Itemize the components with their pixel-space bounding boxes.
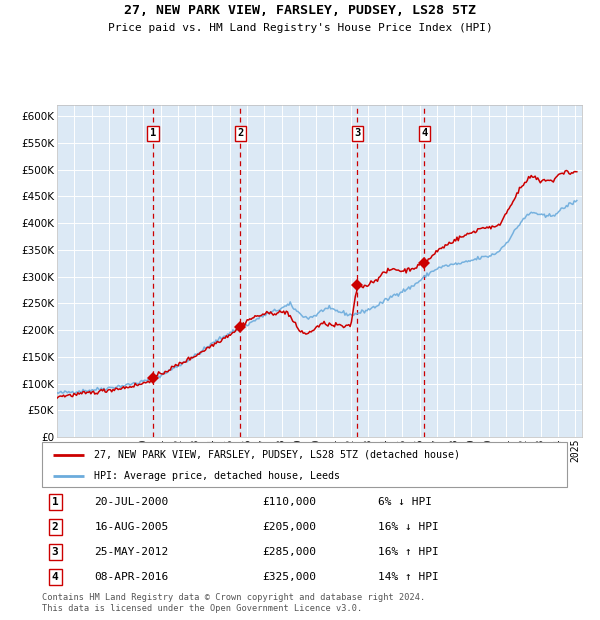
Text: 2: 2 (52, 522, 59, 532)
Text: HPI: Average price, detached house, Leeds: HPI: Average price, detached house, Leed… (95, 471, 341, 480)
Text: 27, NEW PARK VIEW, FARSLEY, PUDSEY, LS28 5TZ: 27, NEW PARK VIEW, FARSLEY, PUDSEY, LS28… (124, 4, 476, 17)
Text: 16% ↓ HPI: 16% ↓ HPI (378, 522, 439, 532)
Text: £285,000: £285,000 (263, 547, 317, 557)
Text: 3: 3 (52, 547, 59, 557)
Text: £110,000: £110,000 (263, 497, 317, 507)
Text: 2: 2 (237, 128, 244, 138)
Text: 4: 4 (52, 572, 59, 582)
Text: 6% ↓ HPI: 6% ↓ HPI (378, 497, 432, 507)
FancyBboxPatch shape (42, 442, 567, 487)
Text: 1: 1 (52, 497, 59, 507)
Text: Contains HM Land Registry data © Crown copyright and database right 2024.
This d: Contains HM Land Registry data © Crown c… (42, 593, 425, 613)
Text: Price paid vs. HM Land Registry's House Price Index (HPI): Price paid vs. HM Land Registry's House … (107, 23, 493, 33)
Text: 3: 3 (355, 128, 361, 138)
Text: 25-MAY-2012: 25-MAY-2012 (95, 547, 169, 557)
Text: 1: 1 (150, 128, 156, 138)
Text: 14% ↑ HPI: 14% ↑ HPI (378, 572, 439, 582)
Text: 08-APR-2016: 08-APR-2016 (95, 572, 169, 582)
Text: £325,000: £325,000 (263, 572, 317, 582)
Text: 27, NEW PARK VIEW, FARSLEY, PUDSEY, LS28 5TZ (detached house): 27, NEW PARK VIEW, FARSLEY, PUDSEY, LS28… (95, 450, 461, 459)
Text: 16% ↑ HPI: 16% ↑ HPI (378, 547, 439, 557)
Text: £205,000: £205,000 (263, 522, 317, 532)
Text: 4: 4 (421, 128, 427, 138)
Text: 20-JUL-2000: 20-JUL-2000 (95, 497, 169, 507)
Text: 16-AUG-2005: 16-AUG-2005 (95, 522, 169, 532)
